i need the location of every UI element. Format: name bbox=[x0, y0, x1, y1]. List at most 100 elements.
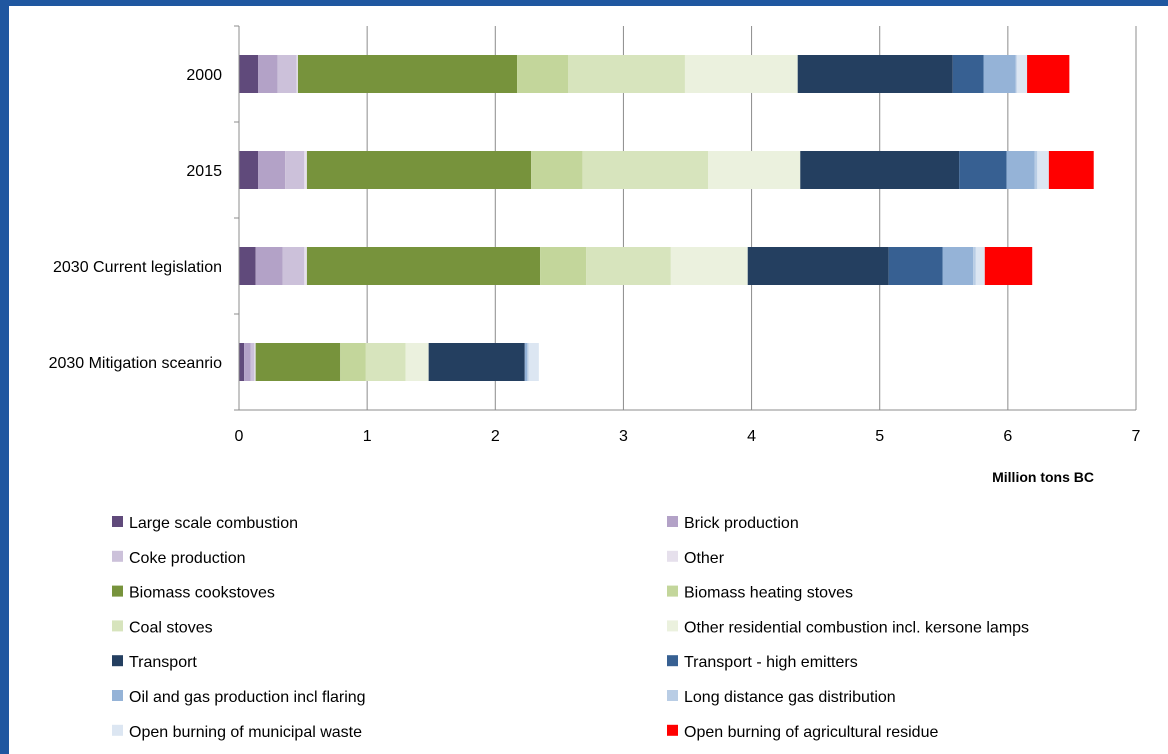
legend: Large scale combustion Brick production Co… bbox=[112, 515, 1029, 741]
legend-swatch bbox=[667, 620, 678, 632]
legend-label: Other residential combustion incl. kerso… bbox=[684, 619, 1029, 636]
legend-label: Other bbox=[684, 550, 725, 567]
bar-other-residential-combustion-incl-kersone-lamps-2030-current-legislation bbox=[670, 247, 748, 285]
legend-item-large-scale-combustion: Large scale combustion bbox=[112, 515, 298, 532]
bar-biomass-cookstoves-2030-mitigation-sceanrio bbox=[255, 343, 341, 381]
bar-long-distance-gas-distribution-2030-mitigation-sceanrio bbox=[527, 343, 529, 381]
x-tick-label: 5 bbox=[875, 428, 884, 445]
legend-item-biomass-heating-stoves: Biomass heating stoves bbox=[667, 585, 853, 602]
bar-transport-high-emitters-2015 bbox=[959, 151, 1007, 189]
bar-brick-production-2000 bbox=[258, 55, 278, 93]
legend-swatch bbox=[667, 550, 678, 562]
legend-label: Coke production bbox=[129, 550, 246, 567]
legend-swatch bbox=[112, 550, 123, 562]
bar-other-2030-current-legislation bbox=[304, 247, 307, 285]
legend-item-other: Other bbox=[667, 550, 725, 567]
bar-long-distance-gas-distribution-2030-current-legislation bbox=[973, 247, 976, 285]
legend-swatch bbox=[112, 655, 123, 667]
legend-swatch bbox=[667, 655, 678, 667]
legend-swatch bbox=[667, 585, 678, 597]
legend-swatch bbox=[112, 620, 123, 632]
axes: 0 1 2 3 4 5 6 7 2000 2015 2030 Current legislation… bbox=[49, 25, 1141, 445]
x-tick-label: 4 bbox=[747, 428, 756, 445]
legend-item-open-burning-of-municipal-waste: Open burning of municipal waste bbox=[112, 724, 362, 741]
bar-open-burning-of-agricultural-residue-2015 bbox=[1048, 151, 1094, 189]
category-label-2030-current-legislation: 2030 Current legislation bbox=[53, 259, 222, 276]
bar-biomass-heating-stoves-2030-current-legislation bbox=[540, 247, 587, 285]
bar-other-2000 bbox=[296, 55, 298, 93]
legend-label: Brick production bbox=[684, 515, 799, 532]
bar-open-burning-of-municipal-waste-2015 bbox=[1037, 151, 1049, 189]
bar-transport-2015 bbox=[800, 151, 960, 189]
legend-swatch bbox=[112, 585, 123, 597]
legend-label: Open burning of agricultural residue bbox=[684, 724, 938, 741]
bar-brick-production-2015 bbox=[258, 151, 286, 189]
bar-coke-production-2015 bbox=[285, 151, 305, 189]
bar-oil-and-gas-production-incl-flaring-2015 bbox=[1006, 151, 1035, 189]
bar-large-scale-combustion-2000 bbox=[239, 55, 259, 93]
bar-transport-high-emitters-2030-current-legislation bbox=[888, 247, 943, 285]
legend-label: Large scale combustion bbox=[129, 515, 298, 532]
legend-swatch bbox=[112, 724, 123, 736]
legend-swatch bbox=[112, 516, 123, 527]
legend-item-coke-production: Coke production bbox=[112, 550, 246, 567]
legend-label: Biomass cookstoves bbox=[129, 585, 275, 602]
legend-item-brick-production: Brick production bbox=[667, 515, 799, 532]
x-tick-label: 6 bbox=[1003, 428, 1012, 445]
x-tick-label: 3 bbox=[619, 428, 628, 445]
bar-coke-production-2030-mitigation-sceanrio bbox=[250, 343, 255, 381]
bar-transport-2030-current-legislation bbox=[747, 247, 889, 285]
legend-item-other-residential-combustion-incl-kersone-lamps: Other residential combustion incl. kerso… bbox=[667, 619, 1029, 636]
bar-brick-production-2030-current-legislation bbox=[255, 247, 283, 285]
legend-swatch bbox=[667, 724, 678, 736]
bar-coke-production-2000 bbox=[277, 55, 297, 93]
bar-coal-stoves-2000 bbox=[568, 55, 685, 93]
legend-label: Coal stoves bbox=[129, 619, 213, 636]
bar-open-burning-of-municipal-waste-2030-current-legislation bbox=[975, 247, 985, 285]
legend-swatch bbox=[112, 690, 123, 701]
bar-biomass-cookstoves-2015 bbox=[306, 151, 532, 189]
legend-item-biomass-cookstoves: Biomass cookstoves bbox=[112, 585, 275, 602]
bar-coal-stoves-2030-current-legislation bbox=[586, 247, 671, 285]
bar-biomass-cookstoves-2030-current-legislation bbox=[306, 247, 541, 285]
bar-open-burning-of-municipal-waste-2000 bbox=[1016, 55, 1028, 93]
x-axis-title: Million tons BC bbox=[992, 469, 1094, 485]
x-tick-label: 0 bbox=[235, 428, 244, 445]
bar-large-scale-combustion-2015 bbox=[239, 151, 259, 189]
legend-label: Transport - high emitters bbox=[684, 654, 858, 671]
legend-item-oil-and-gas-production-incl-flaring: Oil and gas production incl flaring bbox=[112, 689, 366, 706]
x-tick-label: 7 bbox=[1132, 428, 1141, 445]
x-tick-label: 1 bbox=[363, 428, 372, 445]
legend-label: Long distance gas distribution bbox=[684, 689, 896, 706]
bar-open-burning-of-agricultural-residue-2000 bbox=[1027, 55, 1070, 93]
bar-open-burning-of-agricultural-residue-2030-current-legislation bbox=[984, 247, 1033, 285]
stacked-bar-chart: 0 1 2 3 4 5 6 7 2000 2015 2030 Current legislation… bbox=[49, 25, 1141, 741]
bar-oil-and-gas-production-incl-flaring-2030-current-legislation bbox=[942, 247, 974, 285]
bar-open-burning-of-municipal-waste-2030-mitigation-sceanrio bbox=[528, 343, 539, 381]
legend-swatch bbox=[667, 516, 678, 527]
bar-biomass-heating-stoves-2000 bbox=[517, 55, 569, 93]
bar-oil-and-gas-production-incl-flaring-2000 bbox=[983, 55, 1016, 93]
bar-coal-stoves-2015 bbox=[582, 151, 709, 189]
bar-other-2015 bbox=[304, 151, 307, 189]
legend-swatch bbox=[667, 690, 678, 701]
bar-oil-and-gas-production-incl-flaring-2030-mitigation-sceanrio bbox=[524, 343, 528, 381]
bar-biomass-heating-stoves-2030-mitigation-sceanrio bbox=[340, 343, 366, 381]
legend-item-coal-stoves: Coal stoves bbox=[112, 619, 213, 636]
bar-coke-production-2030-current-legislation bbox=[282, 247, 305, 285]
bar-other-residential-combustion-incl-kersone-lamps-2000 bbox=[684, 55, 798, 93]
legend-label: Biomass heating stoves bbox=[684, 585, 853, 602]
category-label-2015: 2015 bbox=[186, 163, 222, 180]
bar-transport-high-emitters-2000 bbox=[952, 55, 984, 93]
bar-brick-production-2030-mitigation-sceanrio bbox=[244, 343, 251, 381]
bar-other-residential-combustion-incl-kersone-lamps-2030-mitigation-sceanrio bbox=[405, 343, 429, 381]
category-label-2000: 2000 bbox=[186, 67, 222, 84]
bar-large-scale-combustion-2030-current-legislation bbox=[239, 247, 256, 285]
bars bbox=[239, 55, 1094, 381]
bar-coal-stoves-2030-mitigation-sceanrio bbox=[365, 343, 406, 381]
bar-long-distance-gas-distribution-2015 bbox=[1034, 151, 1038, 189]
x-tick-label: 2 bbox=[491, 428, 500, 445]
bar-large-scale-combustion-2030-mitigation-sceanrio bbox=[239, 343, 245, 381]
bar-long-distance-gas-distribution-2000 bbox=[1015, 55, 1017, 93]
legend-item-open-burning-of-agricultural-residue: Open burning of agricultural residue bbox=[667, 724, 938, 741]
